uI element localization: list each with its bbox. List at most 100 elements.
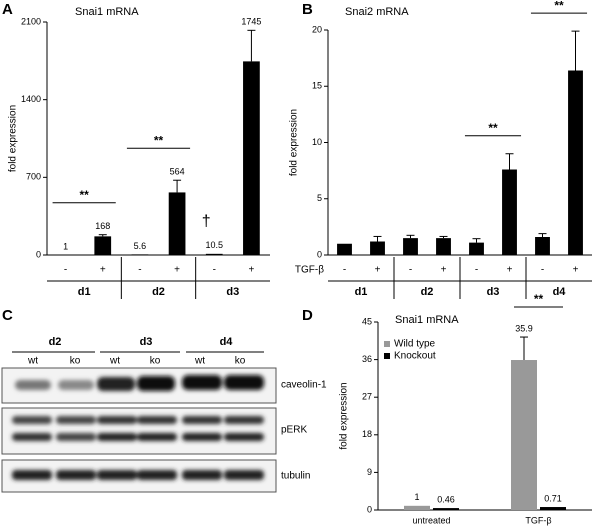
x-tick-label: + xyxy=(441,265,447,276)
bar xyxy=(370,241,385,255)
lane-label: wt xyxy=(109,356,120,367)
panel-letter: C xyxy=(2,307,13,324)
group-label: d2 xyxy=(421,286,434,298)
bar xyxy=(502,169,517,255)
panel-letter: A xyxy=(2,1,13,18)
lane-label: ko xyxy=(235,356,246,367)
significance-label: ** xyxy=(79,188,89,202)
bar xyxy=(436,238,451,255)
lane-label: wt xyxy=(194,356,205,367)
blot-group: d4 xyxy=(220,336,234,348)
bar xyxy=(511,360,537,510)
x-tick-label: + xyxy=(573,265,579,276)
y-axis-label: fold expression xyxy=(289,109,300,176)
marker-label: † xyxy=(202,213,211,230)
y-axis-label: fold expression xyxy=(8,105,19,172)
significance-label: ** xyxy=(154,133,164,147)
y-tick-label: 700 xyxy=(26,172,41,182)
x-tick-label: + xyxy=(507,265,513,276)
value-label: 0.46 xyxy=(437,494,455,504)
value-label: 564 xyxy=(170,167,185,177)
x-tick-label: - xyxy=(213,265,216,276)
y-tick-label: 15 xyxy=(312,81,322,91)
value-label: 5.6 xyxy=(134,241,147,251)
x-tick-label: + xyxy=(100,265,106,276)
y-tick-label: 45 xyxy=(362,316,372,326)
value-label: 1 xyxy=(414,492,419,502)
bar xyxy=(404,505,430,510)
legend-swatch xyxy=(384,353,390,359)
treatment-label: TGF-β xyxy=(295,265,324,276)
bar xyxy=(568,70,583,255)
x-tick-label: + xyxy=(375,265,381,276)
x-tick-label: untreated xyxy=(412,515,450,525)
group-label: d4 xyxy=(553,286,567,298)
x-tick-label: TGF-β xyxy=(525,515,551,525)
group-label: d1 xyxy=(355,286,368,298)
significance-label: ** xyxy=(554,0,564,12)
y-axis-label: fold expression xyxy=(339,382,350,449)
lane-label: wt xyxy=(27,356,38,367)
bar xyxy=(540,507,566,510)
group-label: d2 xyxy=(152,286,165,298)
x-tick-label: - xyxy=(409,265,412,276)
blot-group: d2 xyxy=(49,336,62,348)
bands xyxy=(12,375,264,480)
y-tick-label: 27 xyxy=(362,392,372,402)
bar xyxy=(205,253,223,255)
legend-label: Knockout xyxy=(394,351,436,362)
legend-label: Wild type xyxy=(394,339,436,350)
row-label: tubulin xyxy=(281,471,310,482)
group-label: d3 xyxy=(226,286,239,298)
bar xyxy=(243,61,260,256)
chart-title: Snai2 mRNA xyxy=(345,6,409,18)
y-tick-label: 2100 xyxy=(21,16,41,26)
chart-title: Snai1 mRNA xyxy=(75,6,139,18)
y-tick-label: 18 xyxy=(362,429,372,439)
significance-label: ** xyxy=(488,121,498,135)
lane-label: ko xyxy=(150,356,161,367)
bar xyxy=(433,508,459,510)
blot-box xyxy=(1,407,277,455)
bar xyxy=(94,236,112,255)
row-label: pERK xyxy=(281,425,307,436)
blot-panel: C d2 d3 d4 wt ko wt ko wt ko caveolin-1 … xyxy=(1,307,327,493)
bar xyxy=(131,254,149,255)
value-label: 168 xyxy=(95,221,110,231)
significance-label: ** xyxy=(534,292,544,306)
lane-label: ko xyxy=(70,356,81,367)
value-label: 35.9 xyxy=(515,323,533,333)
value-label: 10.5 xyxy=(205,240,223,250)
y-tick-label: 1400 xyxy=(21,94,41,104)
y-tick-label: 0 xyxy=(367,504,372,514)
row-label: caveolin-1 xyxy=(281,380,327,391)
y-tick-label: 20 xyxy=(312,24,322,34)
panel-letter: B xyxy=(302,1,313,18)
x-tick-label: + xyxy=(248,265,254,276)
group-label: d1 xyxy=(78,286,91,298)
bar xyxy=(469,242,484,255)
bar xyxy=(337,243,352,255)
y-tick-label: 10 xyxy=(312,137,322,147)
panel-letter: D xyxy=(302,307,313,324)
bar xyxy=(535,237,550,255)
bar xyxy=(168,192,186,255)
x-tick-label: - xyxy=(64,265,67,276)
group-label: d3 xyxy=(487,286,500,298)
value-label: 1 xyxy=(63,241,68,251)
x-tick-label: - xyxy=(541,265,544,276)
x-tick-label: + xyxy=(174,265,180,276)
y-tick-label: 5 xyxy=(317,193,322,203)
value-label: 1745 xyxy=(241,17,261,27)
chart-title: Snai1 mRNA xyxy=(395,314,459,326)
bar xyxy=(403,238,418,255)
legend-swatch xyxy=(384,341,390,347)
y-tick-label: 0 xyxy=(317,249,322,259)
value-label: 0.71 xyxy=(544,493,562,503)
blot-group: d3 xyxy=(140,336,153,348)
y-tick-label: 36 xyxy=(362,354,372,364)
y-tick-label: 9 xyxy=(367,467,372,477)
x-tick-label: - xyxy=(475,265,478,276)
x-tick-label: - xyxy=(138,265,141,276)
